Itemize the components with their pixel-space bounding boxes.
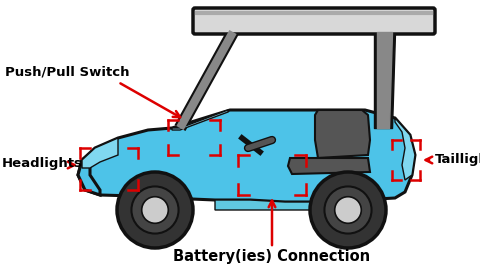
FancyBboxPatch shape [193,8,435,34]
Polygon shape [395,118,415,180]
Circle shape [335,197,361,223]
Text: Headlights: Headlights [2,157,83,170]
Polygon shape [288,158,370,174]
Circle shape [324,187,372,234]
Text: Taillights: Taillights [435,154,480,167]
Circle shape [310,172,386,248]
Circle shape [117,172,193,248]
Text: Battery(ies) Connection: Battery(ies) Connection [173,248,371,264]
Text: Push/Pull Switch: Push/Pull Switch [5,66,130,79]
Polygon shape [82,138,118,168]
Polygon shape [215,200,320,210]
Circle shape [132,187,179,234]
Polygon shape [172,110,228,130]
Polygon shape [78,110,415,202]
Polygon shape [315,110,370,158]
Circle shape [142,197,168,223]
Polygon shape [78,150,100,195]
